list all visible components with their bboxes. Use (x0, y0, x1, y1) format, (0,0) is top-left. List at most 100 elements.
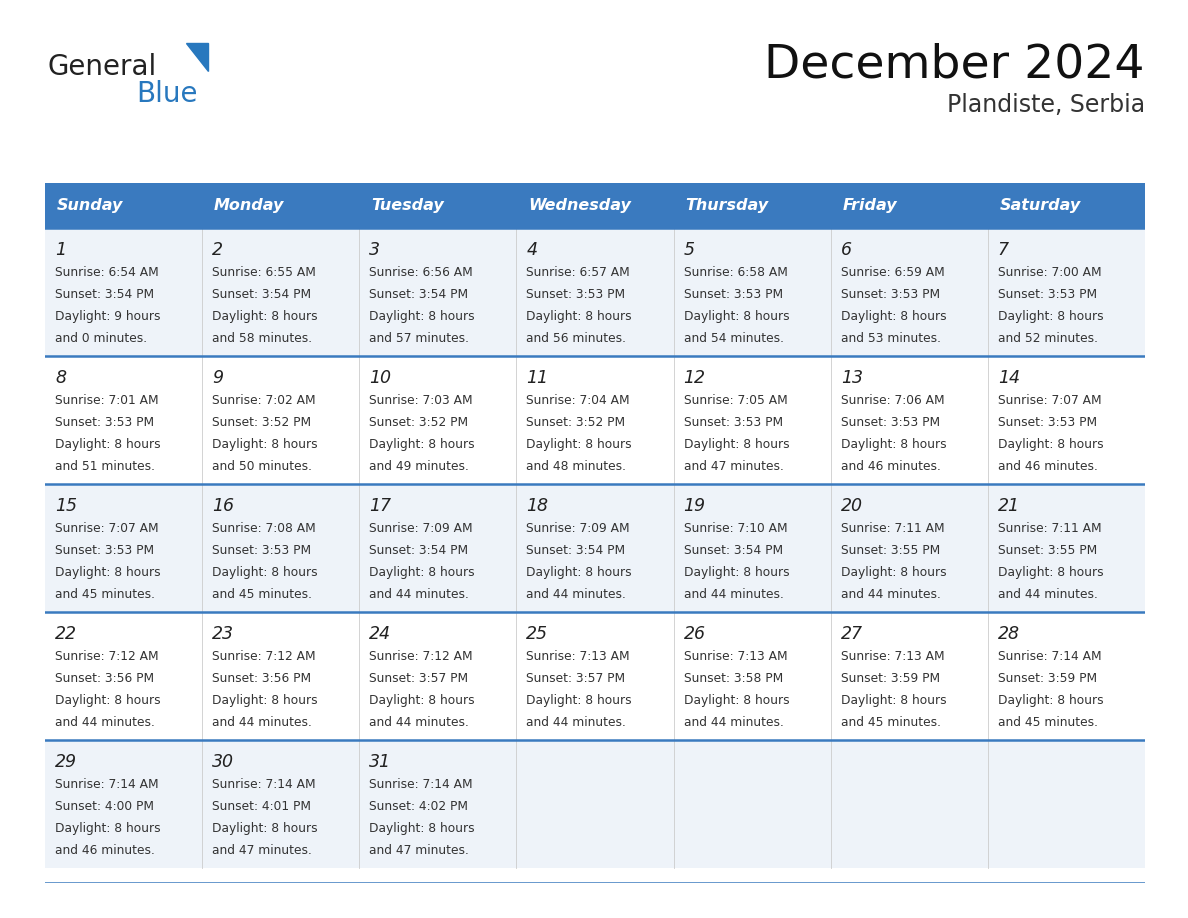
Text: Sunrise: 7:14 AM: Sunrise: 7:14 AM (213, 778, 316, 791)
Text: Daylight: 8 hours: Daylight: 8 hours (526, 310, 632, 323)
Text: Daylight: 8 hours: Daylight: 8 hours (369, 694, 475, 707)
Text: Sunrise: 7:07 AM: Sunrise: 7:07 AM (998, 394, 1101, 407)
Text: 26: 26 (683, 625, 706, 643)
Text: and 44 minutes.: and 44 minutes. (998, 588, 1098, 601)
Text: 24: 24 (369, 625, 391, 643)
Text: Sunset: 3:54 PM: Sunset: 3:54 PM (369, 288, 468, 301)
Text: Sunrise: 7:13 AM: Sunrise: 7:13 AM (526, 650, 630, 663)
Text: Daylight: 8 hours: Daylight: 8 hours (998, 566, 1104, 579)
Text: Sunset: 3:53 PM: Sunset: 3:53 PM (55, 416, 154, 429)
Text: Sunrise: 7:11 AM: Sunrise: 7:11 AM (841, 522, 944, 535)
Text: Daylight: 8 hours: Daylight: 8 hours (369, 438, 475, 451)
Text: Sunset: 3:57 PM: Sunset: 3:57 PM (369, 672, 468, 685)
Text: and 44 minutes.: and 44 minutes. (55, 716, 154, 729)
Text: and 58 minutes.: and 58 minutes. (213, 332, 312, 345)
Text: Sunrise: 7:09 AM: Sunrise: 7:09 AM (369, 522, 473, 535)
Text: Daylight: 8 hours: Daylight: 8 hours (683, 438, 789, 451)
Text: Monday: Monday (214, 198, 284, 213)
Text: Wednesday: Wednesday (529, 198, 631, 213)
Text: Sunset: 4:02 PM: Sunset: 4:02 PM (369, 800, 468, 813)
Text: Sunrise: 7:13 AM: Sunrise: 7:13 AM (683, 650, 788, 663)
Text: Sunrise: 7:04 AM: Sunrise: 7:04 AM (526, 394, 630, 407)
Bar (988, 228, 1145, 356)
Bar (517, 740, 674, 868)
Text: Sunrise: 7:12 AM: Sunrise: 7:12 AM (213, 650, 316, 663)
Text: and 44 minutes.: and 44 minutes. (841, 588, 941, 601)
Bar (359, 612, 517, 740)
Text: 14: 14 (998, 369, 1019, 387)
Text: Daylight: 8 hours: Daylight: 8 hours (998, 310, 1104, 323)
Text: Sunrise: 6:57 AM: Sunrise: 6:57 AM (526, 266, 630, 279)
Text: 6: 6 (841, 241, 852, 259)
Bar (517, 228, 674, 356)
Text: 21: 21 (998, 497, 1019, 515)
Text: Daylight: 8 hours: Daylight: 8 hours (55, 822, 160, 835)
Text: Sunset: 3:55 PM: Sunset: 3:55 PM (841, 544, 940, 557)
Text: Sunset: 3:53 PM: Sunset: 3:53 PM (683, 288, 783, 301)
Text: 12: 12 (683, 369, 706, 387)
Text: Sunset: 3:54 PM: Sunset: 3:54 PM (55, 288, 154, 301)
Text: Daylight: 8 hours: Daylight: 8 hours (369, 566, 475, 579)
Bar (202, 740, 359, 868)
Bar (359, 740, 517, 868)
Text: 16: 16 (213, 497, 234, 515)
Bar (988, 612, 1145, 740)
Text: Sunrise: 7:07 AM: Sunrise: 7:07 AM (55, 522, 159, 535)
Text: 22: 22 (55, 625, 77, 643)
Text: and 57 minutes.: and 57 minutes. (369, 332, 469, 345)
Text: Daylight: 8 hours: Daylight: 8 hours (213, 566, 317, 579)
Text: Sunrise: 7:14 AM: Sunrise: 7:14 AM (369, 778, 473, 791)
Bar (674, 484, 830, 612)
Text: Sunrise: 7:13 AM: Sunrise: 7:13 AM (841, 650, 944, 663)
Bar (988, 356, 1145, 484)
Text: Sunset: 3:52 PM: Sunset: 3:52 PM (213, 416, 311, 429)
Text: Daylight: 8 hours: Daylight: 8 hours (841, 310, 947, 323)
Bar (202, 228, 359, 356)
Bar (45, 612, 202, 740)
Text: Sunrise: 7:02 AM: Sunrise: 7:02 AM (213, 394, 316, 407)
Text: 29: 29 (55, 753, 77, 771)
Text: Sunset: 3:53 PM: Sunset: 3:53 PM (998, 416, 1097, 429)
Text: 18: 18 (526, 497, 549, 515)
Bar (202, 484, 359, 612)
Text: and 49 minutes.: and 49 minutes. (369, 460, 469, 473)
Text: Sunrise: 7:05 AM: Sunrise: 7:05 AM (683, 394, 788, 407)
Text: Daylight: 8 hours: Daylight: 8 hours (55, 438, 160, 451)
Text: and 47 minutes.: and 47 minutes. (683, 460, 783, 473)
Text: and 56 minutes.: and 56 minutes. (526, 332, 626, 345)
Text: Sunset: 3:54 PM: Sunset: 3:54 PM (369, 544, 468, 557)
Text: Sunset: 4:00 PM: Sunset: 4:00 PM (55, 800, 154, 813)
Text: and 44 minutes.: and 44 minutes. (369, 716, 469, 729)
Text: Sunset: 3:54 PM: Sunset: 3:54 PM (213, 288, 311, 301)
Text: Sunrise: 6:58 AM: Sunrise: 6:58 AM (683, 266, 788, 279)
Text: Daylight: 8 hours: Daylight: 8 hours (526, 566, 632, 579)
Text: Sunrise: 7:08 AM: Sunrise: 7:08 AM (213, 522, 316, 535)
Text: Daylight: 8 hours: Daylight: 8 hours (683, 694, 789, 707)
Text: 8: 8 (55, 369, 67, 387)
Text: Sunrise: 7:14 AM: Sunrise: 7:14 AM (998, 650, 1101, 663)
Text: and 44 minutes.: and 44 minutes. (213, 716, 312, 729)
Bar (45, 740, 202, 868)
Text: Sunset: 3:55 PM: Sunset: 3:55 PM (998, 544, 1097, 557)
Bar (830, 484, 988, 612)
Text: Sunset: 3:53 PM: Sunset: 3:53 PM (213, 544, 311, 557)
Text: Daylight: 8 hours: Daylight: 8 hours (369, 310, 475, 323)
Text: 4: 4 (526, 241, 537, 259)
Text: Sunset: 3:57 PM: Sunset: 3:57 PM (526, 672, 626, 685)
Text: 25: 25 (526, 625, 549, 643)
Bar (674, 183, 830, 228)
Text: Daylight: 8 hours: Daylight: 8 hours (841, 566, 947, 579)
Bar (45, 484, 202, 612)
Text: 10: 10 (369, 369, 391, 387)
Bar (517, 612, 674, 740)
Text: General: General (48, 53, 157, 81)
Bar (517, 356, 674, 484)
Text: Sunset: 3:52 PM: Sunset: 3:52 PM (526, 416, 626, 429)
Text: Saturday: Saturday (1000, 198, 1081, 213)
Bar (830, 740, 988, 868)
Text: Blue: Blue (135, 80, 197, 108)
Text: and 47 minutes.: and 47 minutes. (213, 844, 312, 857)
Text: Daylight: 8 hours: Daylight: 8 hours (526, 694, 632, 707)
Bar (359, 356, 517, 484)
Text: Sunrise: 7:03 AM: Sunrise: 7:03 AM (369, 394, 473, 407)
